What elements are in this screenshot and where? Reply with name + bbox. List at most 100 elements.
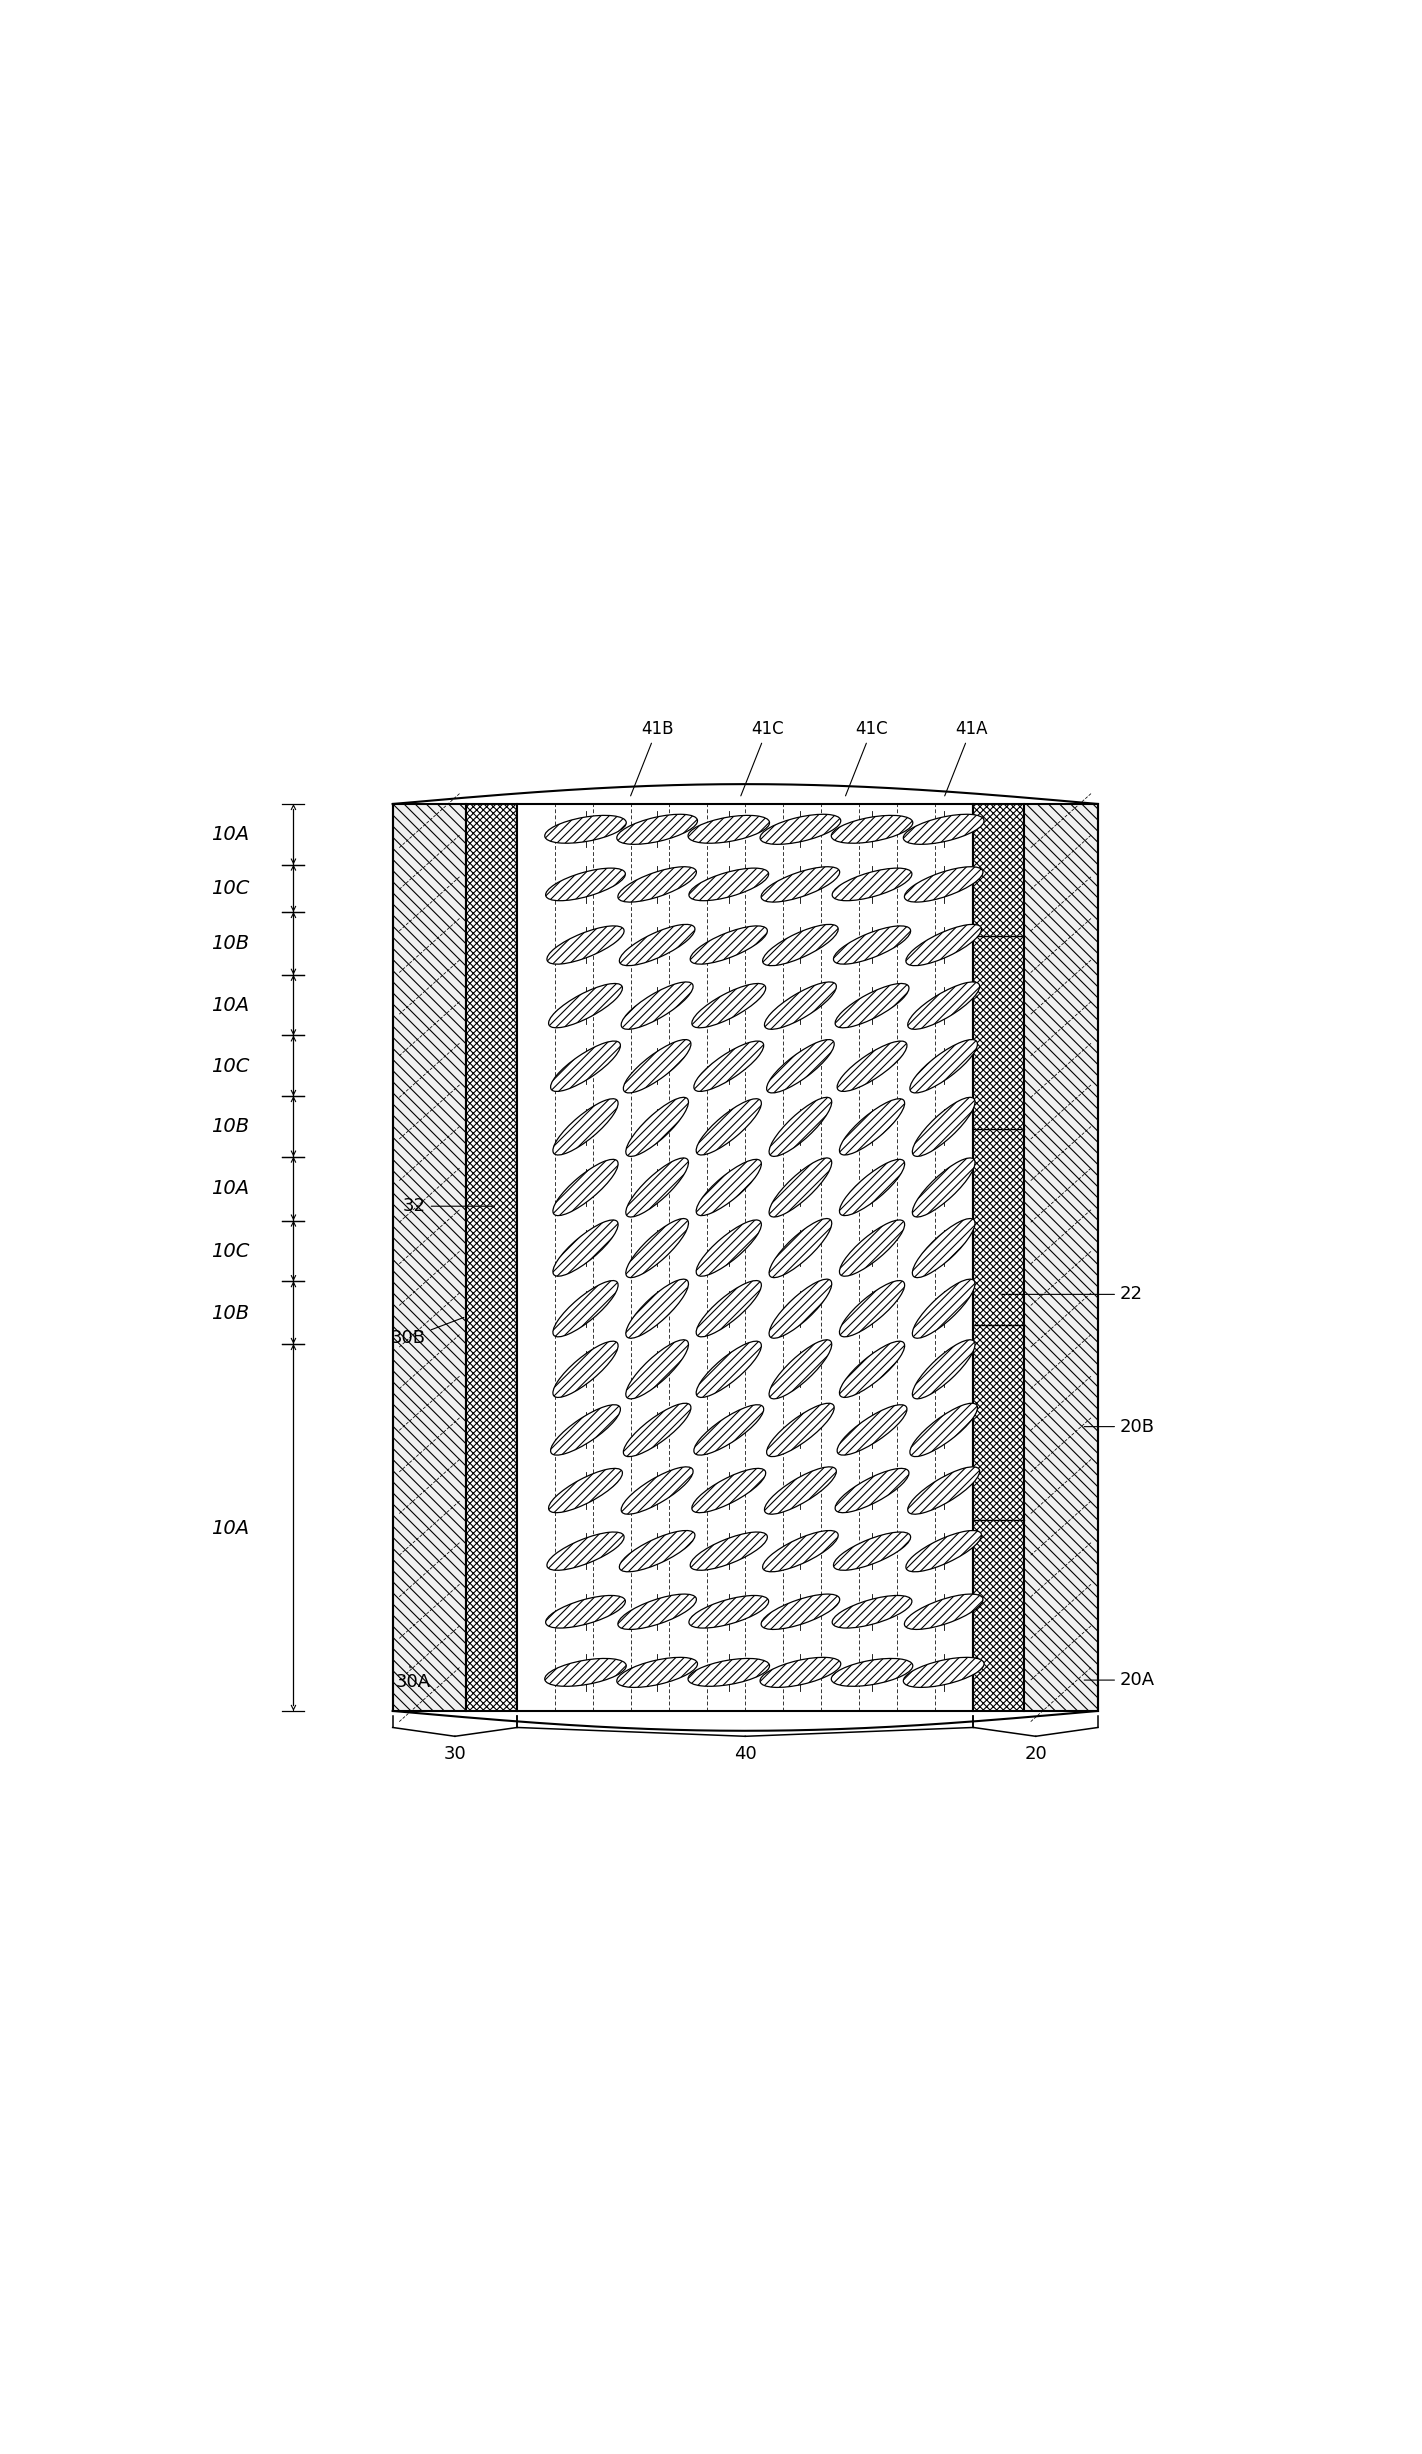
- Ellipse shape: [697, 1342, 761, 1396]
- Ellipse shape: [621, 1467, 693, 1514]
- Ellipse shape: [765, 982, 836, 1028]
- Ellipse shape: [761, 866, 839, 903]
- Text: 10A: 10A: [212, 1178, 249, 1198]
- Ellipse shape: [688, 1595, 769, 1627]
- Text: 10B: 10B: [212, 935, 249, 955]
- Ellipse shape: [769, 1340, 832, 1399]
- Ellipse shape: [906, 1531, 981, 1571]
- Ellipse shape: [903, 815, 984, 844]
- Ellipse shape: [549, 1467, 623, 1512]
- Ellipse shape: [693, 984, 765, 1028]
- Ellipse shape: [697, 1281, 761, 1337]
- Bar: [466, 805, 518, 1710]
- Ellipse shape: [546, 1595, 626, 1627]
- Ellipse shape: [766, 1040, 835, 1092]
- Ellipse shape: [553, 1220, 619, 1276]
- Bar: [1024, 805, 1098, 1710]
- Ellipse shape: [553, 1099, 619, 1156]
- Ellipse shape: [620, 1531, 695, 1571]
- Ellipse shape: [759, 815, 840, 844]
- Text: 10A: 10A: [212, 825, 249, 844]
- Ellipse shape: [835, 984, 909, 1028]
- Ellipse shape: [907, 982, 980, 1028]
- Text: 22: 22: [1001, 1286, 1143, 1303]
- Ellipse shape: [626, 1279, 688, 1337]
- Ellipse shape: [623, 1040, 691, 1092]
- Bar: [518, 805, 974, 1710]
- Ellipse shape: [553, 1281, 619, 1337]
- Ellipse shape: [619, 866, 697, 903]
- Ellipse shape: [621, 982, 693, 1028]
- Ellipse shape: [832, 815, 913, 844]
- Ellipse shape: [833, 925, 910, 964]
- Ellipse shape: [617, 815, 698, 844]
- Ellipse shape: [903, 1656, 984, 1688]
- Text: 30A: 30A: [397, 1666, 431, 1691]
- Ellipse shape: [697, 1158, 761, 1215]
- Ellipse shape: [688, 869, 769, 901]
- Ellipse shape: [697, 1099, 761, 1156]
- Ellipse shape: [769, 1220, 832, 1279]
- Ellipse shape: [626, 1097, 688, 1156]
- Text: 10A: 10A: [212, 996, 249, 1016]
- Text: 41C: 41C: [846, 719, 889, 795]
- Ellipse shape: [832, 1659, 913, 1686]
- Ellipse shape: [688, 815, 769, 844]
- Ellipse shape: [839, 1342, 904, 1396]
- Ellipse shape: [913, 1220, 975, 1279]
- Ellipse shape: [839, 1158, 904, 1215]
- Ellipse shape: [546, 869, 626, 901]
- Ellipse shape: [765, 1467, 836, 1514]
- Bar: [974, 805, 1024, 1710]
- Ellipse shape: [545, 815, 626, 844]
- Ellipse shape: [550, 1040, 620, 1092]
- Ellipse shape: [833, 1531, 910, 1571]
- Ellipse shape: [838, 1404, 907, 1455]
- Ellipse shape: [697, 1220, 761, 1276]
- Ellipse shape: [913, 1158, 975, 1217]
- Ellipse shape: [626, 1158, 688, 1217]
- Text: 10B: 10B: [212, 1303, 249, 1323]
- Text: 10C: 10C: [210, 879, 249, 898]
- Text: 20A: 20A: [1084, 1671, 1155, 1688]
- Text: 30B: 30B: [391, 1318, 464, 1347]
- Ellipse shape: [838, 1040, 907, 1092]
- Ellipse shape: [690, 925, 768, 964]
- Ellipse shape: [688, 1659, 769, 1686]
- Ellipse shape: [910, 1404, 977, 1458]
- Text: 10C: 10C: [210, 1242, 249, 1261]
- Text: 10A: 10A: [212, 1519, 249, 1539]
- Ellipse shape: [762, 1531, 838, 1571]
- Ellipse shape: [759, 1656, 840, 1688]
- Ellipse shape: [913, 1097, 975, 1156]
- Ellipse shape: [913, 1279, 975, 1337]
- Ellipse shape: [619, 1595, 697, 1629]
- Text: 40: 40: [734, 1745, 757, 1762]
- Ellipse shape: [549, 984, 623, 1028]
- Ellipse shape: [690, 1531, 768, 1571]
- Text: 20: 20: [1024, 1745, 1047, 1762]
- Ellipse shape: [769, 1158, 832, 1217]
- Ellipse shape: [547, 1531, 624, 1571]
- Ellipse shape: [769, 1279, 832, 1337]
- Text: 10B: 10B: [212, 1117, 249, 1136]
- Text: 41B: 41B: [630, 719, 674, 795]
- Text: 41A: 41A: [944, 719, 987, 795]
- Ellipse shape: [626, 1340, 688, 1399]
- Ellipse shape: [693, 1467, 765, 1512]
- Ellipse shape: [550, 1404, 620, 1455]
- Ellipse shape: [553, 1342, 619, 1396]
- Bar: [392, 805, 466, 1710]
- Ellipse shape: [839, 1099, 904, 1156]
- Ellipse shape: [623, 1404, 691, 1458]
- Ellipse shape: [835, 1467, 909, 1512]
- Ellipse shape: [761, 1595, 839, 1629]
- Text: 20B: 20B: [1084, 1418, 1155, 1436]
- Ellipse shape: [762, 925, 838, 967]
- Ellipse shape: [553, 1158, 619, 1215]
- Text: 32: 32: [402, 1198, 495, 1215]
- Ellipse shape: [906, 925, 981, 967]
- Ellipse shape: [617, 1656, 698, 1688]
- Ellipse shape: [694, 1040, 764, 1092]
- Ellipse shape: [907, 1467, 980, 1514]
